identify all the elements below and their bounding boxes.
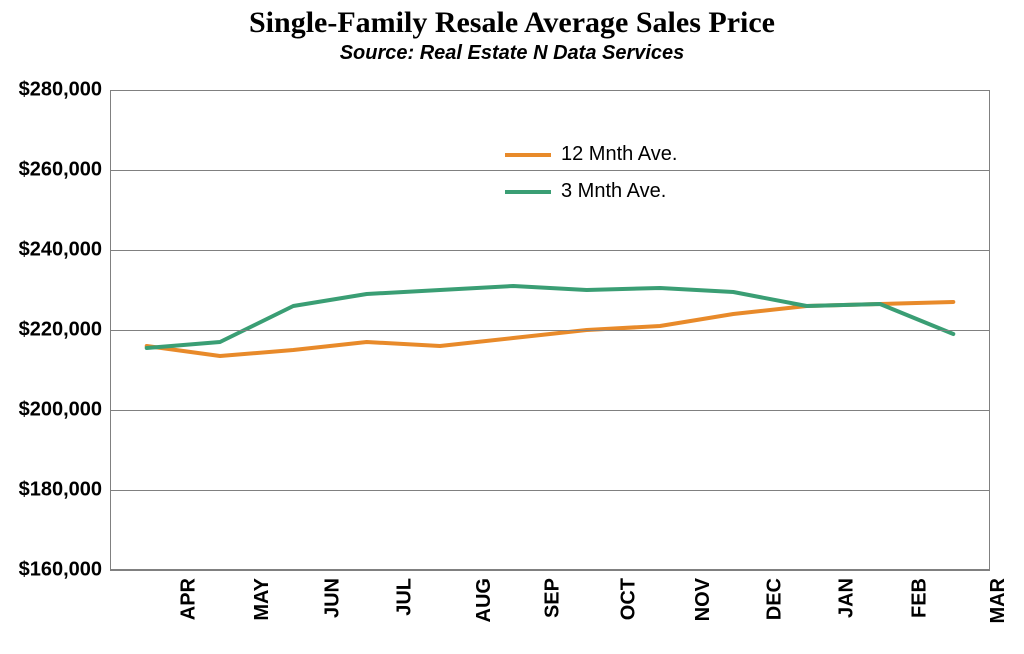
- x-tick-label: JUL: [393, 578, 416, 616]
- chart-title: Single-Family Resale Average Sales Price: [0, 6, 1024, 40]
- legend-label: 12 Mnth Ave.: [561, 143, 677, 166]
- y-tick-label: $160,000: [19, 559, 102, 582]
- y-tick-label: $260,000: [19, 159, 102, 182]
- legend-swatch: [505, 190, 551, 194]
- chart-subtitle: Source: Real Estate N Data Services: [0, 42, 1024, 65]
- legend: 12 Mnth Ave. 3 Mnth Ave.: [505, 143, 677, 217]
- x-tick-label: DEC: [764, 578, 787, 620]
- legend-row-three_month: 3 Mnth Ave.: [505, 180, 677, 203]
- y-tick-label: $200,000: [19, 399, 102, 422]
- series-line-twelve_month: [147, 302, 954, 356]
- x-tick-label: FEB: [909, 578, 932, 618]
- x-tick-label: OCT: [617, 578, 640, 620]
- x-tick-label: JUN: [322, 578, 345, 618]
- gridline: [110, 490, 990, 491]
- y-tick-label: $220,000: [19, 319, 102, 342]
- legend-label: 3 Mnth Ave.: [561, 180, 666, 203]
- y-tick-label: $280,000: [19, 79, 102, 102]
- legend-swatch: [505, 153, 551, 157]
- y-tick-label: $180,000: [19, 479, 102, 502]
- gridline: [110, 410, 990, 411]
- x-tick-label: AUG: [473, 578, 496, 622]
- series-line-three_month: [147, 286, 954, 348]
- chart-container: Single-Family Resale Average Sales Price…: [0, 0, 1024, 654]
- title-block: Single-Family Resale Average Sales Price…: [0, 6, 1024, 65]
- plot-area: 12 Mnth Ave.3 Mnth Ave. $160,000$180,000…: [110, 90, 990, 570]
- gridline: [110, 90, 990, 91]
- gridline: [110, 570, 990, 571]
- gridline: [110, 330, 990, 331]
- legend-row-twelve_month: 12 Mnth Ave.: [505, 143, 677, 166]
- gridline: [110, 170, 990, 171]
- x-tick-label: MAR: [987, 578, 1010, 624]
- x-tick-label: NOV: [692, 578, 715, 621]
- x-tick-label: JAN: [835, 578, 858, 618]
- y-tick-label: $240,000: [19, 239, 102, 262]
- x-tick-label: MAY: [251, 578, 274, 621]
- gridline: [110, 250, 990, 251]
- x-tick-label: APR: [177, 578, 200, 620]
- x-tick-label: SEP: [542, 578, 565, 618]
